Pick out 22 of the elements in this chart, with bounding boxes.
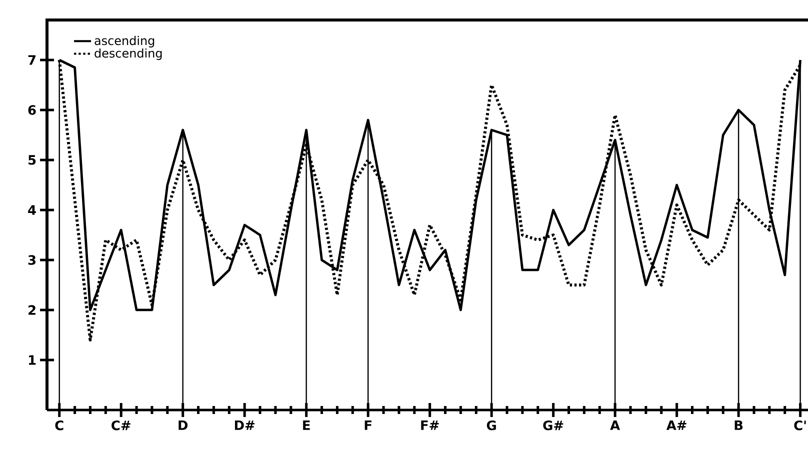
- x-tick-label: A#: [666, 420, 686, 430]
- x-tick-label: C': [794, 420, 806, 430]
- x-tick-label: F: [364, 420, 372, 430]
- x-tick-label: A: [610, 420, 620, 430]
- x-tick-label: D#: [234, 420, 255, 430]
- x-tick-label: C: [55, 420, 64, 430]
- y-tick-label: 2: [28, 305, 36, 315]
- x-tick-label: C#: [112, 420, 130, 430]
- x-tick-label: F#: [421, 420, 439, 430]
- y-tick-label: 4: [28, 205, 36, 215]
- x-tick-label: B: [734, 420, 743, 430]
- y-tick-label: 3: [28, 255, 36, 265]
- legend-label: descending: [94, 48, 162, 60]
- x-tick-label: E: [303, 420, 310, 430]
- legend-label: ascending: [94, 36, 154, 48]
- y-tick-label: 6: [28, 105, 36, 115]
- x-tick-label: G: [486, 420, 496, 430]
- y-tick-label: 7: [28, 55, 36, 65]
- x-tick-label: D: [178, 420, 188, 430]
- y-tick-label: 1: [28, 355, 36, 365]
- x-tick-label: G#: [543, 420, 564, 430]
- y-tick-label: 5: [28, 155, 36, 165]
